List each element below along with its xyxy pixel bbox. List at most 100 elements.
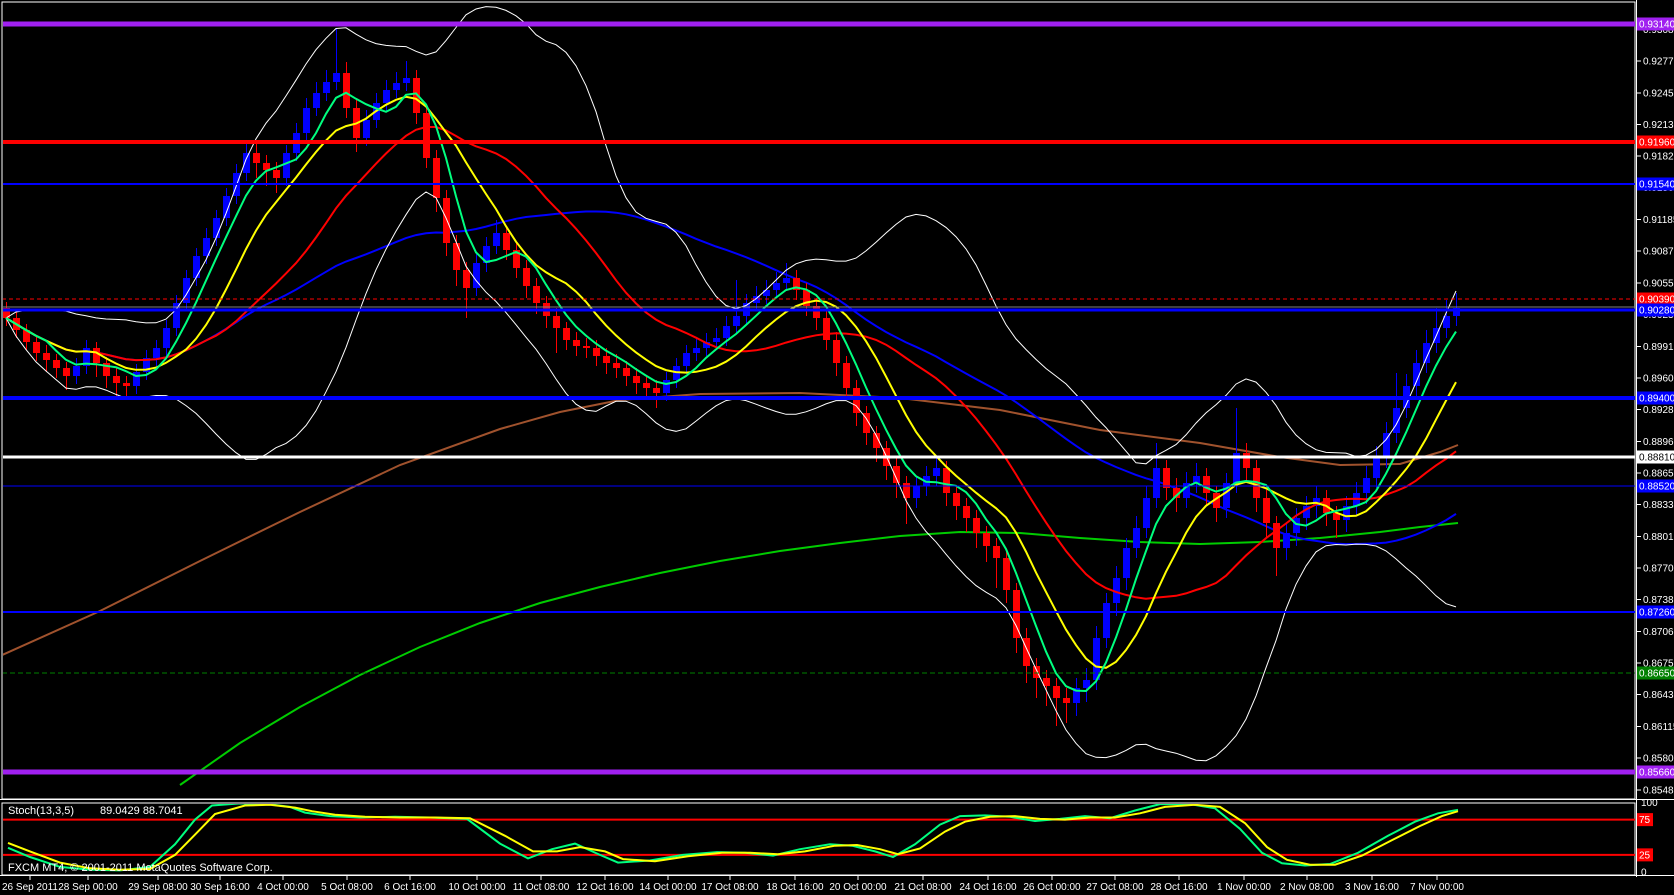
candle-bull	[663, 380, 670, 393]
candle-bear	[863, 413, 870, 433]
candle-bear	[93, 348, 100, 363]
candle-bear	[943, 468, 950, 493]
price-badge-label: 0.87260	[1639, 608, 1674, 619]
candle-bear	[413, 78, 420, 113]
candle-bear	[123, 383, 130, 386]
candle-bull	[163, 328, 170, 348]
candle-bear	[1173, 488, 1180, 498]
price-tick-label: 0.87065	[1643, 627, 1674, 638]
price-badge-label: 0.90390	[1639, 295, 1674, 306]
stoch-axis[interactable]: 75 25 100 0	[1637, 798, 1658, 879]
candle-bear	[53, 360, 60, 368]
candle-bear	[653, 388, 660, 393]
candle-bull	[703, 342, 710, 348]
candle-bear	[1243, 453, 1250, 468]
price-badge-label: 0.89400	[1639, 394, 1674, 405]
candle-bear	[1213, 493, 1220, 508]
candle-bear	[343, 73, 350, 108]
price-badge-label: 0.86650	[1639, 669, 1674, 680]
price-badge	[1637, 292, 1674, 306]
price-badge-label: 0.91960	[1639, 138, 1674, 149]
candle-bull	[323, 82, 330, 93]
price-badge-label: 0.93140	[1639, 20, 1674, 31]
ma-5	[5, 91, 1457, 693]
price-tick-label: 0.88015	[1643, 532, 1674, 543]
candle-bear	[3, 308, 10, 318]
candle-bull	[493, 233, 500, 246]
candle-bear	[1263, 498, 1270, 523]
candle-bear	[1203, 476, 1210, 493]
stoch-panel-frame[interactable]	[1, 802, 1636, 876]
price-axis[interactable]: 0.930850.927700.924500.921350.918200.915…	[1636, 25, 1674, 797]
candle-bear	[1333, 513, 1340, 520]
panel-frames	[0, 0, 1674, 877]
candle-bull	[753, 296, 760, 303]
candle-bull	[363, 120, 370, 138]
main-panel-frame[interactable]	[1, 1, 1636, 800]
candle-bull	[1193, 476, 1200, 483]
candle-bull	[73, 366, 80, 376]
candle-bull	[783, 278, 790, 283]
candle-bull	[1143, 498, 1150, 528]
time-tick-label: 28 Sep 00:00	[58, 882, 118, 893]
stoch-lines-layer	[7, 804, 1459, 872]
candle-bear	[903, 483, 910, 498]
time-tick-label: 7 Nov 00:00	[1410, 882, 1464, 893]
candle-bull	[1073, 688, 1080, 703]
candle-bear	[843, 363, 850, 388]
candle-bear	[1053, 686, 1060, 698]
candle-bull	[1393, 408, 1400, 433]
candle-bull	[1283, 533, 1290, 548]
candle-bear	[803, 290, 810, 306]
candle-bull	[1383, 433, 1390, 458]
time-tick-label: 14 Oct 00:00	[639, 882, 697, 893]
price-badge	[1637, 135, 1674, 149]
price-badge-label: 0.88810	[1639, 453, 1674, 464]
horizontal-lines-layer[interactable]	[2, 21, 1635, 775]
time-tick-label: 5 Oct 08:00	[321, 882, 373, 893]
price-badge-label: 0.85660	[1639, 768, 1674, 779]
price-badge-label: 0.91540	[1639, 180, 1674, 191]
price-tick-label: 0.91185	[1643, 215, 1674, 226]
candle-bull	[1413, 363, 1420, 386]
candle-bear	[273, 170, 280, 178]
candle-bull	[193, 256, 200, 278]
candle-bear	[813, 306, 820, 318]
candle-bear	[583, 346, 590, 348]
candle-bear	[993, 546, 1000, 558]
candle-bear	[893, 466, 900, 483]
candle-bear	[853, 388, 860, 413]
candle-bull	[1423, 343, 1430, 363]
candle-bull	[763, 290, 770, 296]
time-tick-label: 2 Nov 08:00	[1280, 882, 1334, 893]
time-tick-label: 26 Sep 2011	[2, 882, 58, 893]
time-axis[interactable]: 26 Sep 2011 28 Sep 00:00 29 Sep 08:00 30 Se…	[2, 876, 1464, 893]
price-tick-label: 0.87385	[1643, 595, 1674, 606]
candle-bull	[473, 263, 480, 288]
candle-bear	[873, 433, 880, 448]
time-tick-label: 1 Nov 00:00	[1217, 882, 1271, 893]
copyright-text: FXCM MT4, © 2001-2011 MetaQuotes Softwar…	[8, 862, 273, 874]
time-tick-label: 27 Oct 08:00	[1086, 882, 1144, 893]
price-tick-label: 0.88335	[1643, 500, 1674, 511]
candle-bear	[1013, 590, 1020, 638]
candle-bear	[563, 328, 570, 340]
time-tick-label: 18 Oct 16:00	[766, 882, 824, 893]
candle-bear	[503, 233, 510, 250]
stoch-level-badge	[1637, 848, 1653, 862]
stoch-scale-top: 100	[1641, 798, 1658, 809]
candle-bull	[203, 238, 210, 256]
price-badge	[1637, 765, 1674, 779]
candle-bear	[623, 368, 630, 376]
candle-bear	[603, 356, 610, 363]
